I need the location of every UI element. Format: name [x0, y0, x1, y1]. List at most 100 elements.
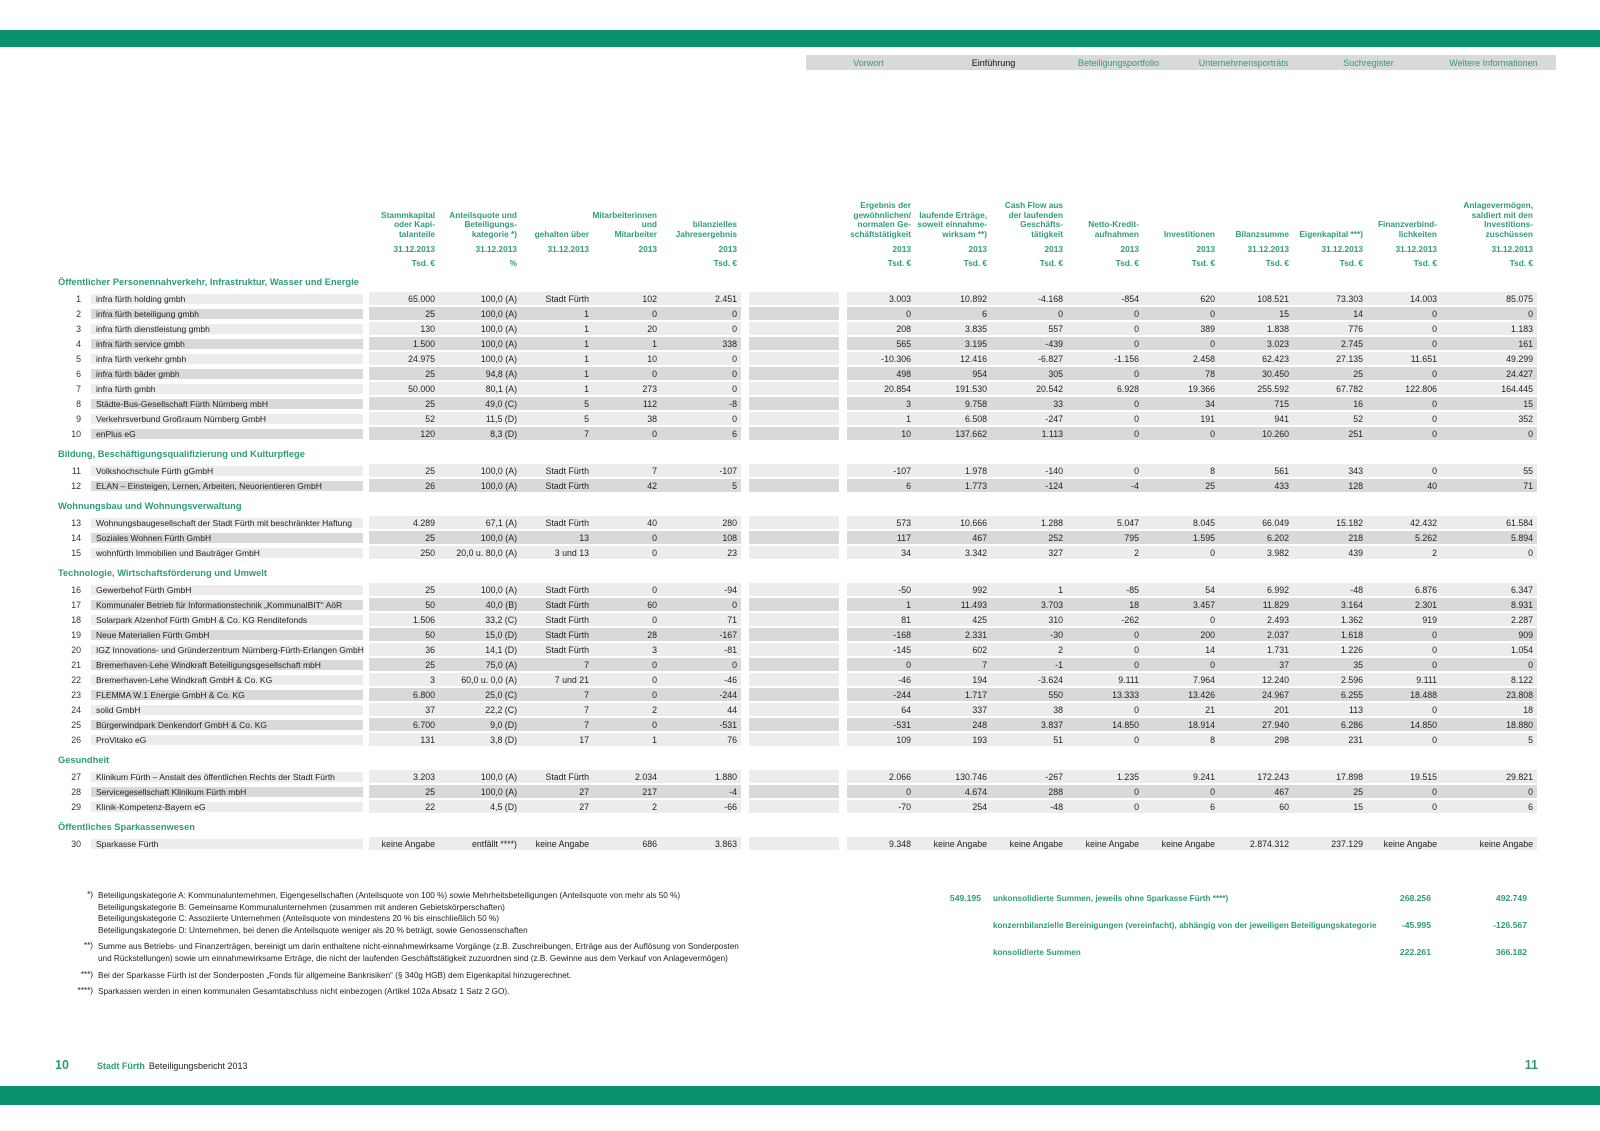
- summary-row-2: konsolidierte Summen 222.261 366.182: [860, 947, 1531, 957]
- cell-netto-kreditaufnahmen: 0: [1134, 323, 1139, 334]
- cell-stammkapital: 25: [425, 465, 435, 476]
- cell-anteilsquote: 20,0 u. 80,0 (A): [456, 547, 517, 558]
- cell-investitionen: 620: [1200, 293, 1215, 304]
- cell-netto-kreditaufnahmen: 795: [1124, 532, 1139, 543]
- cell-bilanzsumme: 2.874.312: [1249, 838, 1289, 849]
- column-header-investitionen: Investitionen 2013 Tsd. €: [1163, 228, 1215, 268]
- cell-anlagevermoegen: 23.808: [1506, 689, 1533, 700]
- row-number: 1: [76, 293, 81, 304]
- cell-finanzverbindlichkeiten: 919: [1422, 614, 1437, 625]
- cell-laufende-ertraege: 3.342: [964, 547, 987, 558]
- cell-anlagevermoegen: 1.183: [1510, 323, 1533, 334]
- cell-cashflow: 1.288: [1040, 517, 1063, 528]
- cell-stammkapital: 37: [425, 704, 435, 715]
- nav-item-3[interactable]: Unternehmensporträts: [1198, 57, 1289, 68]
- cell-laufende-ertraege: 248: [972, 719, 987, 730]
- cell-stammkapital: 25: [425, 584, 435, 595]
- nav-item-5[interactable]: Weitere Informationen: [1449, 57, 1538, 68]
- footnote-3: ****) Sparkassen werden in einen kommunal…: [75, 986, 775, 998]
- table-row: 12 ELAN – Einsteigen, Lernen, Arbeiten, N…: [55, 479, 1540, 492]
- cell-finanzverbindlichkeiten: 0: [1432, 398, 1437, 409]
- row-number: 30: [71, 838, 81, 849]
- footnote-1: **) Summe aus Betriebs- und Finanzerträge…: [75, 941, 775, 964]
- cell-netto-kreditaufnahmen: -85: [1126, 584, 1139, 595]
- spacer-cell: [749, 598, 839, 611]
- spacer-cell: [749, 352, 839, 365]
- cell-investitionen: 14: [1205, 644, 1215, 655]
- cell-stammkapital: 24.975: [408, 353, 435, 364]
- cell-jahresergebnis: -244: [719, 689, 737, 700]
- spacer-cell: [749, 583, 839, 596]
- cell-gehalten-ueber: 3 und 13: [554, 547, 589, 558]
- company-name: infra fürth bäder gmbh: [91, 368, 363, 379]
- cell-stammkapital: 4.289: [412, 517, 435, 528]
- cell-finanzverbindlichkeiten: 0: [1432, 368, 1437, 379]
- row-number: 12: [71, 480, 81, 491]
- cell-netto-kreditaufnahmen: 0: [1134, 734, 1139, 745]
- cell-anteilsquote: 3,8 (D): [490, 734, 517, 745]
- company-name: enPlus eG: [91, 428, 363, 439]
- cell-laufende-ertraege: 191.530: [955, 383, 987, 394]
- spacer-cell: [749, 785, 839, 798]
- cell-jahresergebnis: 44: [727, 704, 737, 715]
- cell-mitarbeiter: 40: [647, 517, 657, 528]
- cell-cashflow: 550: [1048, 689, 1063, 700]
- cell-eigenkapital: 113: [1348, 704, 1363, 715]
- cell-gehalten-ueber: 7: [584, 689, 589, 700]
- cell-laufende-ertraege: 602: [972, 644, 987, 655]
- cell-ergebnis-geschaeftstaetigkeit: 10: [901, 428, 911, 439]
- cell-mitarbeiter: 42: [647, 480, 657, 491]
- cell-ergebnis-geschaeftstaetigkeit: 3: [906, 398, 911, 409]
- cell-investitionen: 21: [1205, 704, 1215, 715]
- nav-item-2[interactable]: Beteiligungsportfolio: [1077, 57, 1160, 68]
- cell-ergebnis-geschaeftstaetigkeit: 0: [906, 659, 911, 670]
- cell-anteilsquote: 49,0 (C): [485, 398, 517, 409]
- cell-eigenkapital: -48: [1350, 584, 1363, 595]
- company-name: Kommunaler Betrieb für Informationstechn…: [91, 599, 363, 610]
- cell-jahresergebnis: -531: [719, 719, 737, 730]
- cell-stammkapital: 6.700: [412, 719, 435, 730]
- column-header-laufende-ertraege: laufende Erträge, soweit einnahme-wirksam…: [917, 209, 987, 268]
- spacer-cell: [749, 367, 839, 380]
- cell-stammkapital: 26: [425, 480, 435, 491]
- cell-laufende-ertraege: 12.416: [960, 353, 987, 364]
- company-name: infra fürth verkehr gmbh: [91, 353, 363, 364]
- brand: Stadt Fürth: [96, 1061, 145, 1071]
- cell-ergebnis-geschaeftstaetigkeit: 573: [896, 517, 911, 528]
- cell-bilanzsumme: 2.493: [1266, 614, 1289, 625]
- company-name: Soziales Wohnen Fürth GmbH: [91, 532, 363, 543]
- company-name: Städte-Bus-Gesellschaft Fürth Nürnberg m…: [91, 398, 363, 409]
- table-row: 6 infra fürth bäder gmbh 25 94,8 (A) 1 0 0 498 9…: [55, 367, 1540, 380]
- cell-laufende-ertraege: 10.892: [960, 293, 987, 304]
- cell-ergebnis-geschaeftstaetigkeit: -70: [898, 801, 911, 812]
- company-name: Bürgerwindpark Denkendorf GmbH & Co. KG: [91, 719, 363, 730]
- cell-eigenkapital: 128: [1348, 480, 1363, 491]
- nav-item-0[interactable]: Vorwort: [853, 57, 884, 68]
- nav-item-4[interactable]: Suchregister: [1343, 57, 1394, 68]
- cell-mitarbeiter: 38: [647, 413, 657, 424]
- spacer-cell: [749, 337, 839, 350]
- cell-ergebnis-geschaeftstaetigkeit: -46: [898, 674, 911, 685]
- cell-jahresergebnis: -8: [729, 398, 737, 409]
- cell-eigenkapital: 67.782: [1336, 383, 1363, 394]
- cell-mitarbeiter: 0: [652, 614, 657, 625]
- nav-item-1[interactable]: Einführung: [971, 57, 1016, 68]
- cell-investitionen: 13.426: [1188, 689, 1215, 700]
- cell-gehalten-ueber: 5: [584, 413, 589, 424]
- cell-gehalten-ueber: 27: [579, 801, 589, 812]
- cell-laufende-ertraege: 954: [972, 368, 987, 379]
- company-name: infra fürth dienstleistung gmbh: [91, 323, 363, 334]
- cell-mitarbeiter: 0: [652, 689, 657, 700]
- company-name: infra fürth holding gmbh: [91, 293, 363, 304]
- cell-stammkapital: 50: [425, 599, 435, 610]
- cell-investitionen: 6: [1210, 801, 1215, 812]
- summary-ertraege-value: 549.195: [949, 893, 981, 903]
- page-number-right: 11: [1524, 1058, 1538, 1072]
- table-row: 7 infra fürth gmbh 50.000 80,1 (A) 1 273 0 20.8…: [55, 382, 1540, 395]
- cell-anlagevermoegen: 161: [1518, 338, 1533, 349]
- cell-ergebnis-geschaeftstaetigkeit: 2.066: [888, 771, 911, 782]
- cell-stammkapital: 22: [425, 801, 435, 812]
- cell-anteilsquote: 4,5 (D): [490, 801, 517, 812]
- cell-jahresergebnis: 0: [732, 353, 737, 364]
- cell-investitionen: 8.045: [1192, 517, 1215, 528]
